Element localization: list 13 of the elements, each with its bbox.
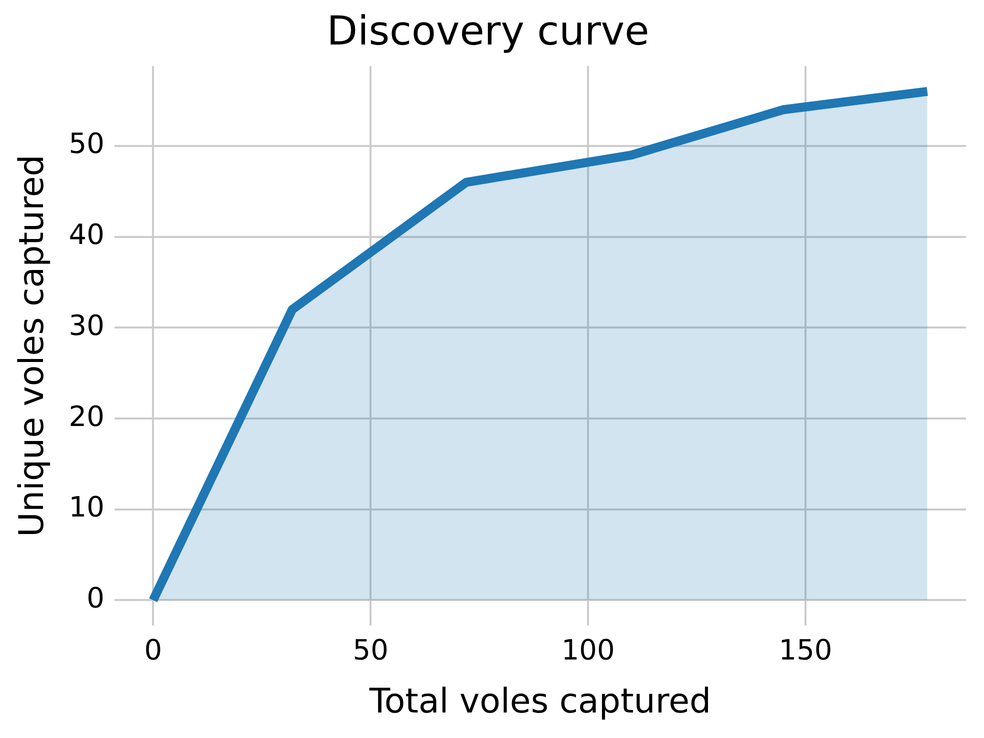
x-axis-title: Total voles captured <box>368 681 712 722</box>
y-tick-label: 0 <box>86 581 104 614</box>
y-axis-title: Unique voles captured <box>12 154 52 537</box>
y-tick-label: 20 <box>68 400 104 433</box>
y-tick-label: 30 <box>68 308 104 342</box>
y-tick-label: 50 <box>68 127 104 160</box>
x-tick-label: 100 <box>561 634 615 667</box>
chart-title: Discovery curve <box>326 8 650 54</box>
x-tick-label: 0 <box>144 634 162 667</box>
x-tick-label: 150 <box>778 634 832 667</box>
y-tick-label: 40 <box>68 218 104 252</box>
x-tick-label: 50 <box>352 634 388 667</box>
y-tick-label: 10 <box>68 490 104 524</box>
